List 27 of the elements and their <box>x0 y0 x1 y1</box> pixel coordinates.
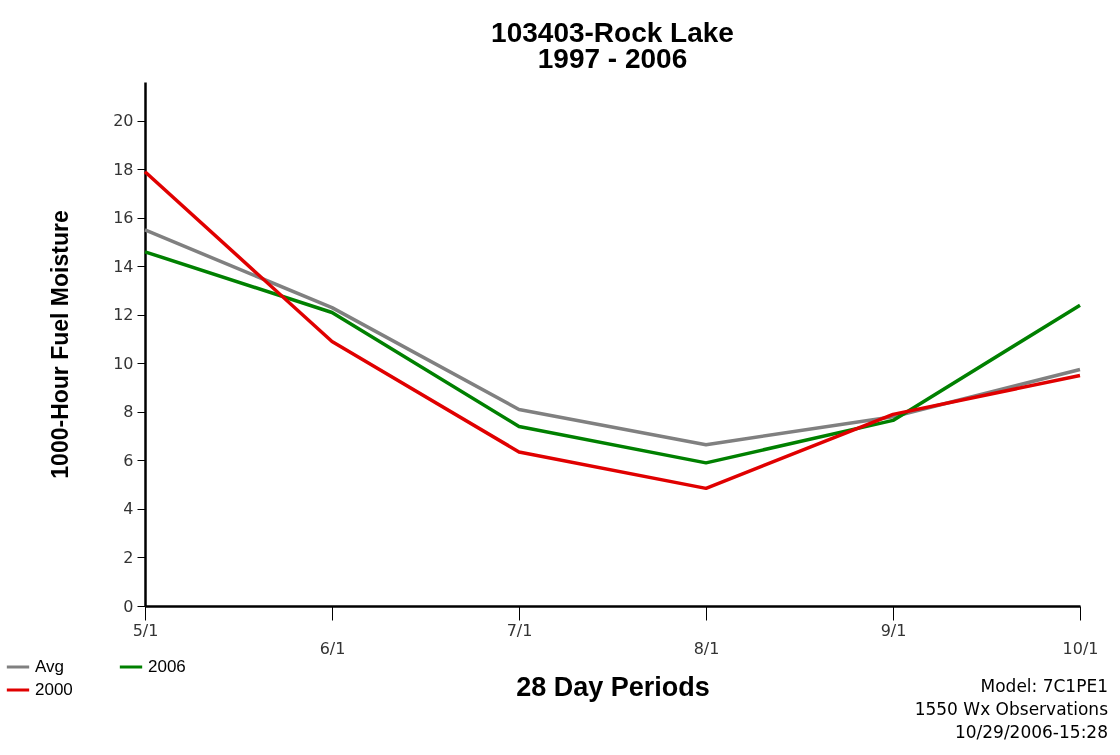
y-tick-label: 2 <box>123 547 134 567</box>
y-tick-label: 10 <box>113 353 134 373</box>
x-tick-label: 5/1 <box>132 620 159 640</box>
y-tick-label: 18 <box>113 159 134 179</box>
line-series <box>143 170 1082 491</box>
y-tick-label: 20 <box>113 111 134 131</box>
line-series <box>143 250 1082 465</box>
y-tick-label: 8 <box>123 402 134 422</box>
y-tick-label: 4 <box>123 499 134 519</box>
y-tick-label: 0 <box>123 596 134 616</box>
text: Model: 7C1PE1 <box>979 675 1108 698</box>
x-axis-title: 28 Day Periods <box>516 671 710 702</box>
legend-label: 2006 <box>148 657 186 676</box>
y-tick-label: 14 <box>113 256 134 276</box>
legend-label: Avg <box>35 657 64 676</box>
text: 10/29/2006-15:28 <box>953 721 1108 744</box>
legend-label: 2000 <box>35 680 73 699</box>
x-tick-label: 8/1 <box>693 638 720 658</box>
x-tick-label: 7/1 <box>506 620 533 640</box>
y-axis-title: 1000-Hour Fuel Moisture <box>47 210 74 479</box>
text: 1550 Wx Observations <box>914 698 1108 721</box>
x-tick-label: 6/1 <box>319 638 346 658</box>
y-tick-label: 12 <box>113 305 134 325</box>
x-tick-label: 9/1 <box>880 620 907 640</box>
y-tick-label: 16 <box>113 208 134 228</box>
y-tick-label: 6 <box>123 450 134 470</box>
x-tick-label: 10/1 <box>1062 638 1099 658</box>
